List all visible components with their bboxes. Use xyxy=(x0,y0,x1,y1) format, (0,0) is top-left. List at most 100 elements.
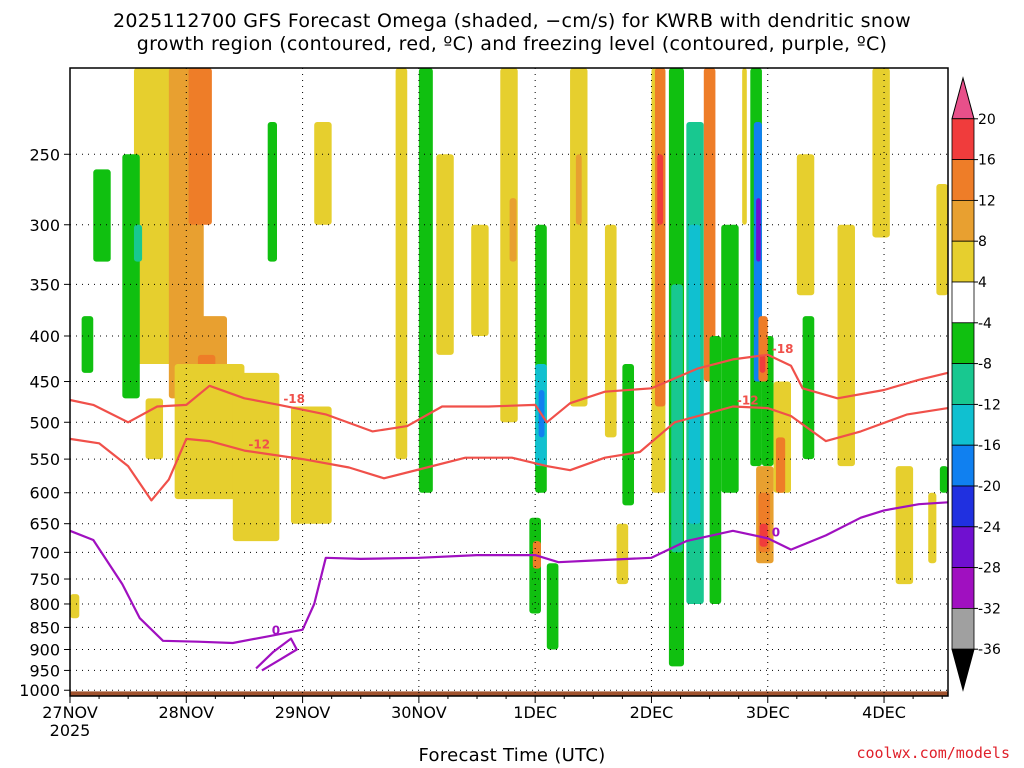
y-tick-label: 600 xyxy=(29,484,60,503)
y-tick-label: 950 xyxy=(29,661,60,680)
contour-line xyxy=(255,637,298,672)
y-tick-label: 350 xyxy=(29,275,60,294)
colorbar-label: -28 xyxy=(978,561,1001,577)
terrain-band xyxy=(70,691,948,696)
omega-cell xyxy=(500,68,518,423)
y-tick-label: 300 xyxy=(29,216,60,235)
omega-cell xyxy=(721,224,739,493)
omega-shading-layer xyxy=(70,68,948,667)
colorbar-segment xyxy=(951,403,975,446)
omega-cell xyxy=(936,184,948,296)
omega-cell xyxy=(872,68,890,238)
colorbar-label: -16 xyxy=(978,438,1001,454)
omega-cell xyxy=(570,68,588,407)
omega-cell xyxy=(314,122,332,225)
omega-cell xyxy=(657,154,664,225)
y-tick-label: 650 xyxy=(29,515,60,534)
x-axis-title: Forecast Time (UTC) xyxy=(418,745,606,766)
contour-line xyxy=(69,405,949,502)
colorbar-segment xyxy=(951,363,975,405)
y-axis: 250 300 350 400 450 500 550 600 650 700 750 800 850 9… xyxy=(19,145,70,700)
y-tick-label: 550 xyxy=(29,450,60,469)
omega-cell xyxy=(290,406,332,524)
colorbar-label: 4 xyxy=(978,275,987,291)
x-tick-label: 2DEC xyxy=(630,703,674,722)
colorbar-label: -4 xyxy=(978,316,992,332)
omega-cell xyxy=(837,224,855,467)
contour-label: -18 xyxy=(772,342,794,356)
contour-line xyxy=(69,353,949,433)
omega-cell xyxy=(759,523,768,547)
colorbar-label: 12 xyxy=(978,193,996,209)
contour-label: -18 xyxy=(283,392,305,406)
omega-cell xyxy=(546,563,559,650)
omega-cell xyxy=(418,68,433,493)
contour-line xyxy=(69,501,949,645)
omega-cell xyxy=(939,466,948,493)
x-tick-label: 1DEC xyxy=(513,703,557,722)
chart-title-line-2: growth region (contoured, red, ºC) and f… xyxy=(136,33,888,55)
x-tick-label: 29NOV xyxy=(275,703,331,722)
omega-cell xyxy=(471,224,489,336)
y-tick-label: 400 xyxy=(29,327,60,346)
y-tick-label: 800 xyxy=(29,595,60,614)
omega-cell xyxy=(232,372,280,542)
contour-label: 0 xyxy=(272,623,280,637)
colorbar-segment xyxy=(951,526,975,568)
colorbar-segment xyxy=(951,281,975,324)
x-tick-label: 28NOV xyxy=(158,703,214,722)
chart-title-line-1: 2025112700 GFS Forecast Omega (shaded, −… xyxy=(112,10,911,32)
colorbar-label: -8 xyxy=(978,357,992,373)
y-tick-label: 250 xyxy=(29,145,60,164)
colorbar-segment xyxy=(951,159,975,201)
grid-layer xyxy=(70,68,948,696)
omega-cell xyxy=(709,335,722,604)
omega-cell xyxy=(703,68,716,382)
x-tick-label: 4DEC xyxy=(862,703,906,722)
colorbar-segment xyxy=(951,485,975,528)
contour-label: 0 xyxy=(772,525,780,539)
contour-label: -12 xyxy=(248,438,270,452)
omega-cell xyxy=(622,363,635,506)
colorbar-label: -24 xyxy=(978,520,1001,536)
y-tick-label: 900 xyxy=(29,641,60,660)
colorbar-segment xyxy=(951,199,975,242)
y-tick-label: 700 xyxy=(29,543,60,562)
omega-cell xyxy=(775,437,786,493)
colorbar-label: -20 xyxy=(978,479,1001,495)
y-tick-label: 500 xyxy=(29,413,60,432)
omega-cell xyxy=(928,492,937,564)
colorbar-segment xyxy=(951,567,975,609)
colorbar-label: 20 xyxy=(978,112,996,128)
omega-cell xyxy=(133,224,143,262)
omega-cell xyxy=(267,122,277,262)
x-tick-label: 2025 xyxy=(50,721,91,740)
contour-layer: -18 -18 -12 -12 0 0 xyxy=(69,342,949,672)
colorbar-segment xyxy=(951,118,975,161)
omega-cell xyxy=(759,354,766,373)
colorbar-segment xyxy=(951,608,975,650)
colorbar-label: -12 xyxy=(978,397,1001,413)
omega-cell xyxy=(93,169,111,262)
omega-cell xyxy=(122,154,140,399)
x-tick-label: 3DEC xyxy=(746,703,790,722)
omega-cell xyxy=(688,224,701,524)
omega-cell xyxy=(145,398,164,460)
colorbar-top-arrow xyxy=(951,76,975,120)
y-tick-label: 450 xyxy=(29,373,60,392)
contour-label: -12 xyxy=(737,393,759,407)
colorbar-label: -36 xyxy=(978,642,1001,658)
x-tick-label: 30NOV xyxy=(391,703,447,722)
omega-cell xyxy=(802,316,815,460)
omega-cell xyxy=(654,68,666,407)
omega-cell xyxy=(742,68,747,225)
terrain-layer xyxy=(70,691,948,696)
omega-cell xyxy=(671,284,683,553)
omega-cell xyxy=(604,224,617,438)
omega-cell xyxy=(756,198,761,262)
colorbar: 20 16 12 8 4 -4 -8 -12 -16 -20 -24 -28 -32 -36 xyxy=(951,76,1001,692)
omega-cell xyxy=(174,363,245,500)
omega-cell xyxy=(395,68,408,460)
